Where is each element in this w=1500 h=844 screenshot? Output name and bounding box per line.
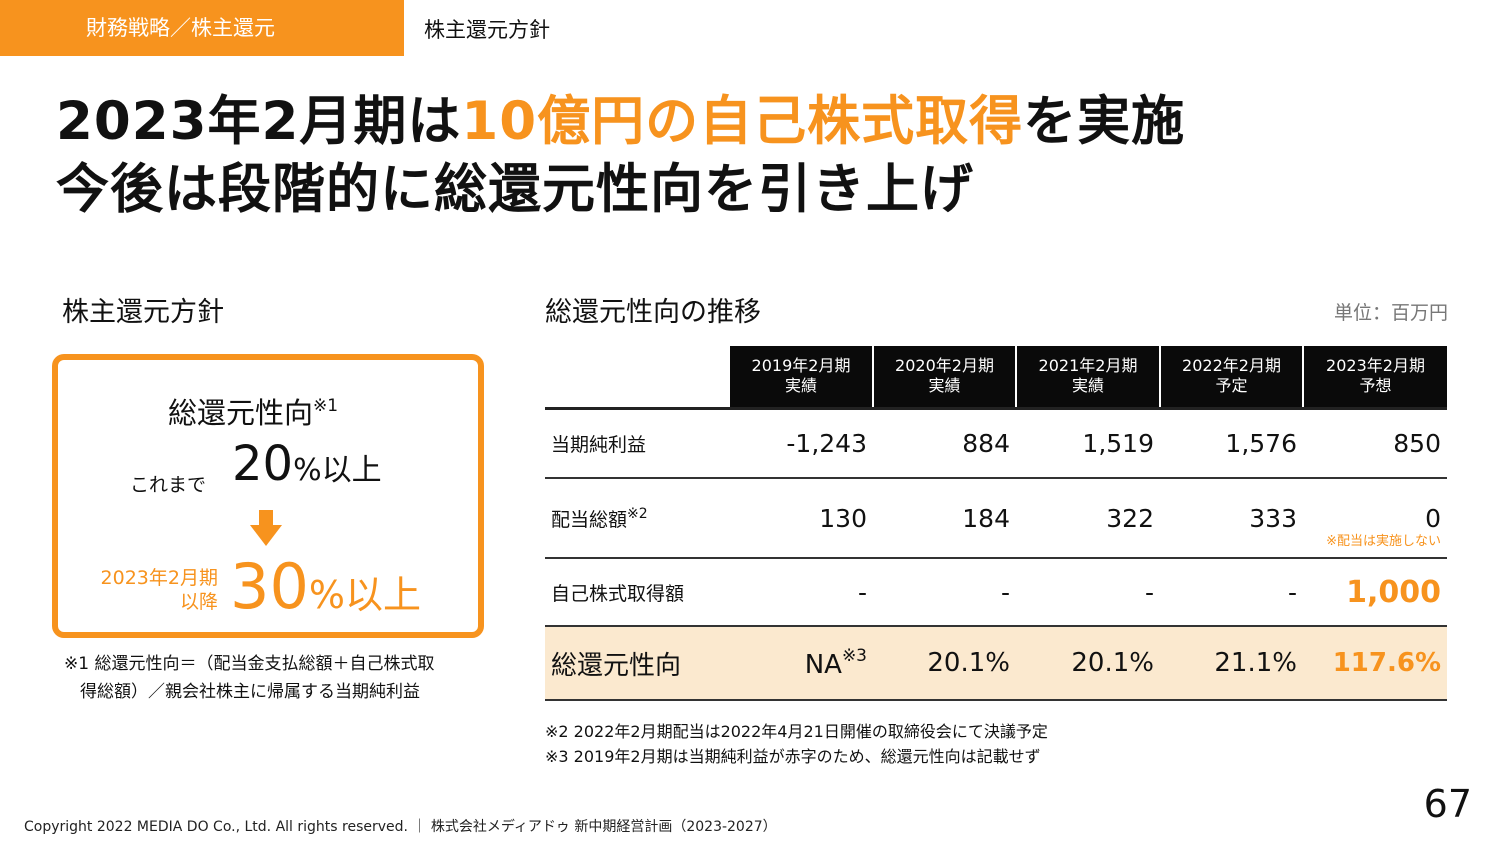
previous-policy-suffix: %以上 bbox=[293, 453, 382, 488]
table-row-buyback: 自己株式取得額 - - - - 1,000 bbox=[545, 558, 1447, 627]
column-header: 2022年2月期 予定 bbox=[1159, 346, 1303, 410]
new-policy-label: 2023年2月期 以降 bbox=[78, 566, 218, 614]
table-cell: - bbox=[1160, 558, 1303, 627]
row-label: 総還元性向 bbox=[545, 626, 729, 701]
row-label-text: 配当総額 bbox=[551, 508, 628, 531]
no-dividend-note: ※配当は実施しない bbox=[1326, 534, 1441, 549]
policy-box-title-note: ※1 bbox=[313, 396, 339, 416]
column-header: 2023年2月期 予想 bbox=[1302, 346, 1447, 410]
new-policy-suffix: %以上 bbox=[308, 573, 422, 617]
table-header-empty bbox=[545, 346, 729, 410]
table-cell: 850 bbox=[1303, 408, 1447, 479]
table-cell-value: NA bbox=[804, 650, 842, 680]
table-cell: 184 bbox=[873, 478, 1016, 559]
category-tag: 財務戦略／株主還元 bbox=[0, 0, 404, 56]
policy-footnote-line-1: ※1 総還元性向＝（配当金支払総額＋自己株式取 bbox=[64, 654, 435, 674]
policy-footnote-line-2: 得総額）／親会社株主に帰属する当期純利益 bbox=[80, 682, 420, 702]
row-label-note: ※2 bbox=[627, 505, 648, 522]
down-arrow-icon bbox=[250, 510, 282, 546]
payout-table: 2019年2月期 実績 2020年2月期 実績 2021年2月期 実績 2022年2月… bbox=[545, 346, 1447, 701]
table-cell: 333 bbox=[1160, 478, 1303, 559]
table-cell-value: 0 bbox=[1425, 503, 1441, 533]
row-label: 配当総額※2 bbox=[545, 478, 729, 559]
headline-highlight: 10億円の自己株式取得 bbox=[461, 91, 1024, 152]
table-cell: - bbox=[1016, 558, 1160, 627]
previous-policy-label: これまで bbox=[130, 474, 207, 496]
table-cell: 20.1% bbox=[873, 626, 1016, 701]
table-cell: 884 bbox=[873, 408, 1016, 479]
table-cell-note: ※3 bbox=[841, 646, 867, 666]
headline-line-1-post: を実施 bbox=[1023, 91, 1186, 152]
column-header: 2020年2月期 実績 bbox=[872, 346, 1016, 410]
policy-footnote: ※1 総還元性向＝（配当金支払総額＋自己株式取 得総額）／親会社株主に帰属する当… bbox=[64, 650, 484, 706]
new-policy-label-line-2: 以降 bbox=[179, 591, 218, 613]
previous-policy-number: 20 bbox=[232, 436, 294, 492]
new-policy-number: 30 bbox=[230, 550, 309, 623]
column-header: 2021年2月期 実績 bbox=[1015, 346, 1160, 410]
table-row-net-income: 当期純利益 -1,243 884 1,519 1,576 850 bbox=[545, 408, 1447, 479]
unit-label: 単位：百万円 bbox=[1333, 302, 1448, 324]
table-footnote: ※2 2022年2月期配当は2022年4月21日開催の取締役会にて決議予定 bbox=[545, 722, 1048, 741]
table-row-payout-ratio: 総還元性向 NA※3 20.1% 20.1% 21.1% 117.6% bbox=[545, 626, 1447, 701]
policy-box: 総還元性向※1 これまで 20%以上 2023年2月期 以降 30%以上 bbox=[52, 354, 484, 638]
headline-line-1: 2023年2月期は10億円の自己株式取得を実施 bbox=[56, 88, 1185, 156]
table-footnote: ※3 2019年2月期は当期純利益が赤字のため、総還元性向は記載せず bbox=[545, 747, 1041, 766]
page-number: 67 bbox=[1423, 782, 1472, 826]
table-cell: 1,576 bbox=[1160, 408, 1303, 479]
table-footnotes: ※2 2022年2月期配当は2022年4月21日開催の取締役会にて決議予定 ※3… bbox=[545, 719, 1048, 769]
table-cell: 322 bbox=[1016, 478, 1160, 559]
table-cell: NA※3 bbox=[729, 626, 873, 701]
table-section-title: 総還元性向の推移 bbox=[545, 297, 761, 328]
policy-box-title-text: 総還元性向 bbox=[168, 396, 314, 430]
column-header: 2019年2月期 実績 bbox=[728, 346, 873, 410]
policy-box-title: 総還元性向※1 bbox=[168, 390, 338, 432]
slide-topic: 株主還元方針 bbox=[424, 18, 550, 42]
table-cell: 20.1% bbox=[1016, 626, 1160, 701]
row-label: 当期純利益 bbox=[545, 408, 729, 479]
table-row-dividends: 配当総額※2 130 184 322 333 0 ※配当は実施しない bbox=[545, 478, 1447, 559]
headline: 2023年2月期は10億円の自己株式取得を実施 今後は段階的に総還元性向を引き上… bbox=[56, 88, 1185, 224]
new-policy-value: 30%以上 bbox=[230, 550, 421, 623]
copyright-footer: Copyright 2022 MEDIA DO Co., Ltd. All ri… bbox=[24, 819, 777, 835]
table-cell: 0 ※配当は実施しない bbox=[1303, 478, 1447, 559]
table-cell: 21.1% bbox=[1160, 626, 1303, 701]
previous-policy-value: 20%以上 bbox=[232, 436, 382, 492]
table-cell: - bbox=[873, 558, 1016, 627]
new-policy-label-line-1: 2023年2月期 bbox=[100, 567, 218, 589]
headline-line-2: 今後は段階的に総還元性向を引き上げ bbox=[56, 159, 974, 220]
table-cell-highlight: 117.6% bbox=[1303, 626, 1447, 701]
headline-line-1-pre: 2023年2月期は bbox=[56, 91, 462, 152]
row-label: 自己株式取得額 bbox=[545, 558, 729, 627]
table-cell-highlight: 1,000 bbox=[1303, 558, 1447, 627]
table-cell: 130 bbox=[729, 478, 873, 559]
table-cell: - bbox=[729, 558, 873, 627]
table-cell: -1,243 bbox=[729, 408, 873, 479]
policy-section-title: 株主還元方針 bbox=[62, 297, 224, 328]
table-cell: 1,519 bbox=[1016, 408, 1160, 479]
table-header-row: 2019年2月期 実績 2020年2月期 実績 2021年2月期 実績 2022年2月… bbox=[545, 346, 1447, 410]
